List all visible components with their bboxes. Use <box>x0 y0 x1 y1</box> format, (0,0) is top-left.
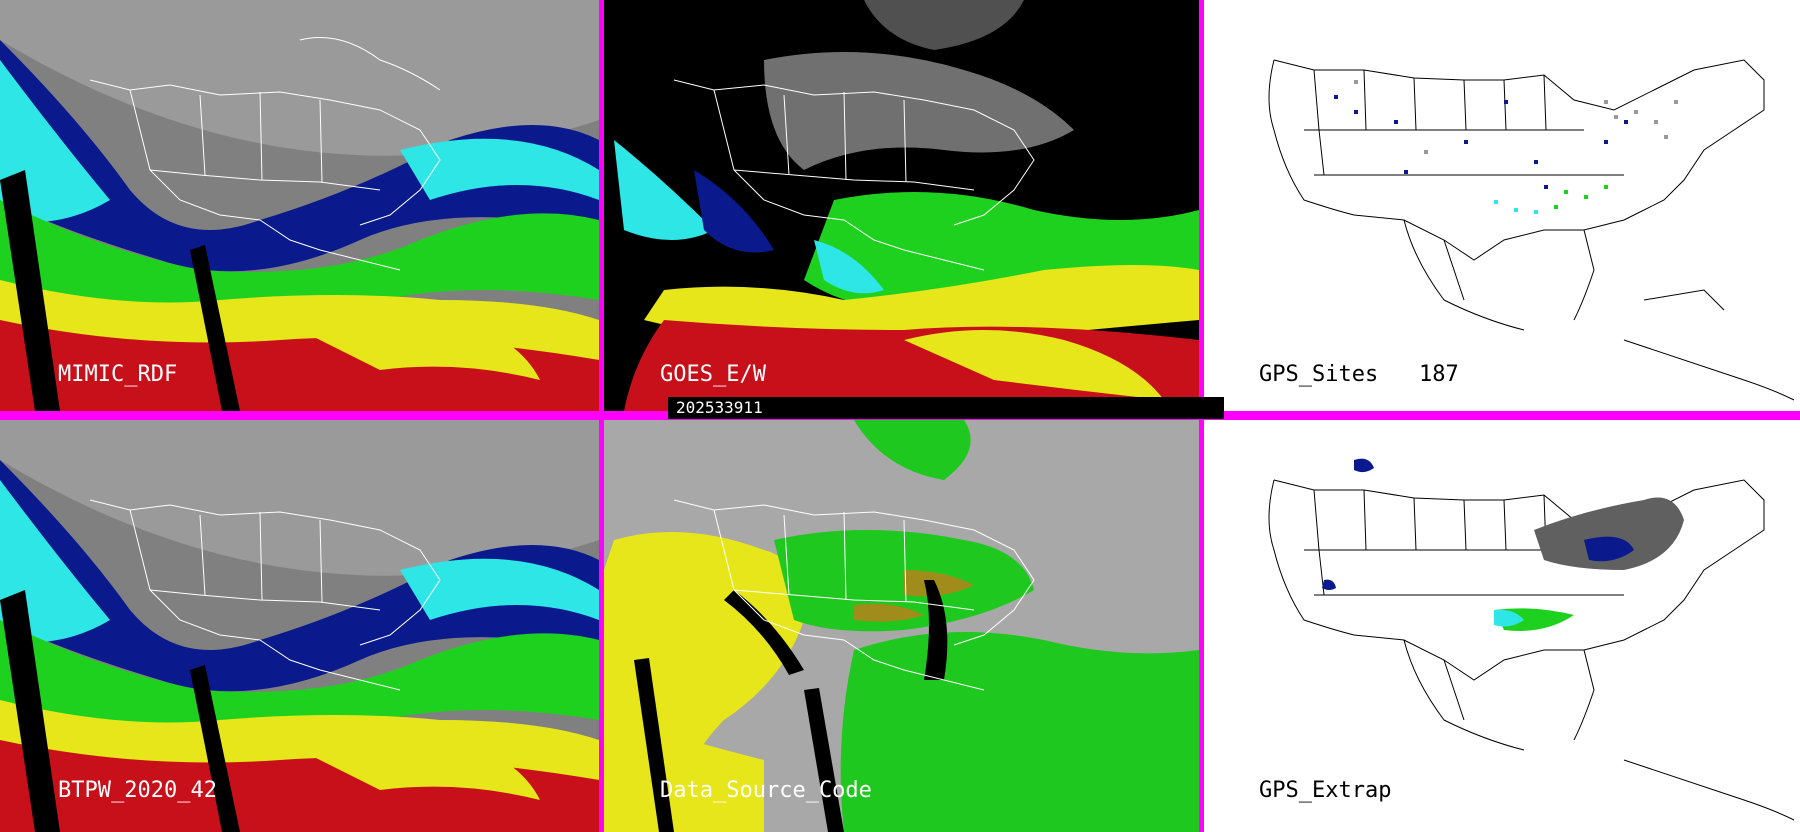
timestamp-bar: 202533911 <box>668 397 1224 419</box>
panel-label: MIMIC_RDF <box>58 362 178 387</box>
panel-label: Data_Source_Code <box>660 778 872 803</box>
data-source-map <box>604 420 1199 832</box>
panel-label: GOES_E/W <box>660 362 766 387</box>
panel-label: GPS_Extrap <box>1259 778 1392 803</box>
gps-extrap-map <box>1204 420 1800 832</box>
moisture-map-2 <box>604 0 1199 411</box>
gps-sites-map <box>1204 0 1800 411</box>
panel-mimic-rdf: MIMIC_RDF <box>0 0 599 411</box>
site-count: 187 <box>1419 362 1459 387</box>
moisture-map-4 <box>0 420 599 832</box>
panel-label: GPS_Sites <box>1259 362 1379 387</box>
panel-btpw: BTPW_2020_42 <box>0 420 599 832</box>
moisture-map-1 <box>0 0 599 411</box>
panel-data-source-code: Data_Source_Code <box>604 420 1199 832</box>
panel-goes: GOES_E/W <box>604 0 1199 411</box>
panel-label: BTPW_2020_42 <box>58 778 217 803</box>
panel-gps-sites: GPS_Sites 187 <box>1204 0 1800 411</box>
panel-gps-extrap: GPS_Extrap <box>1204 420 1800 832</box>
